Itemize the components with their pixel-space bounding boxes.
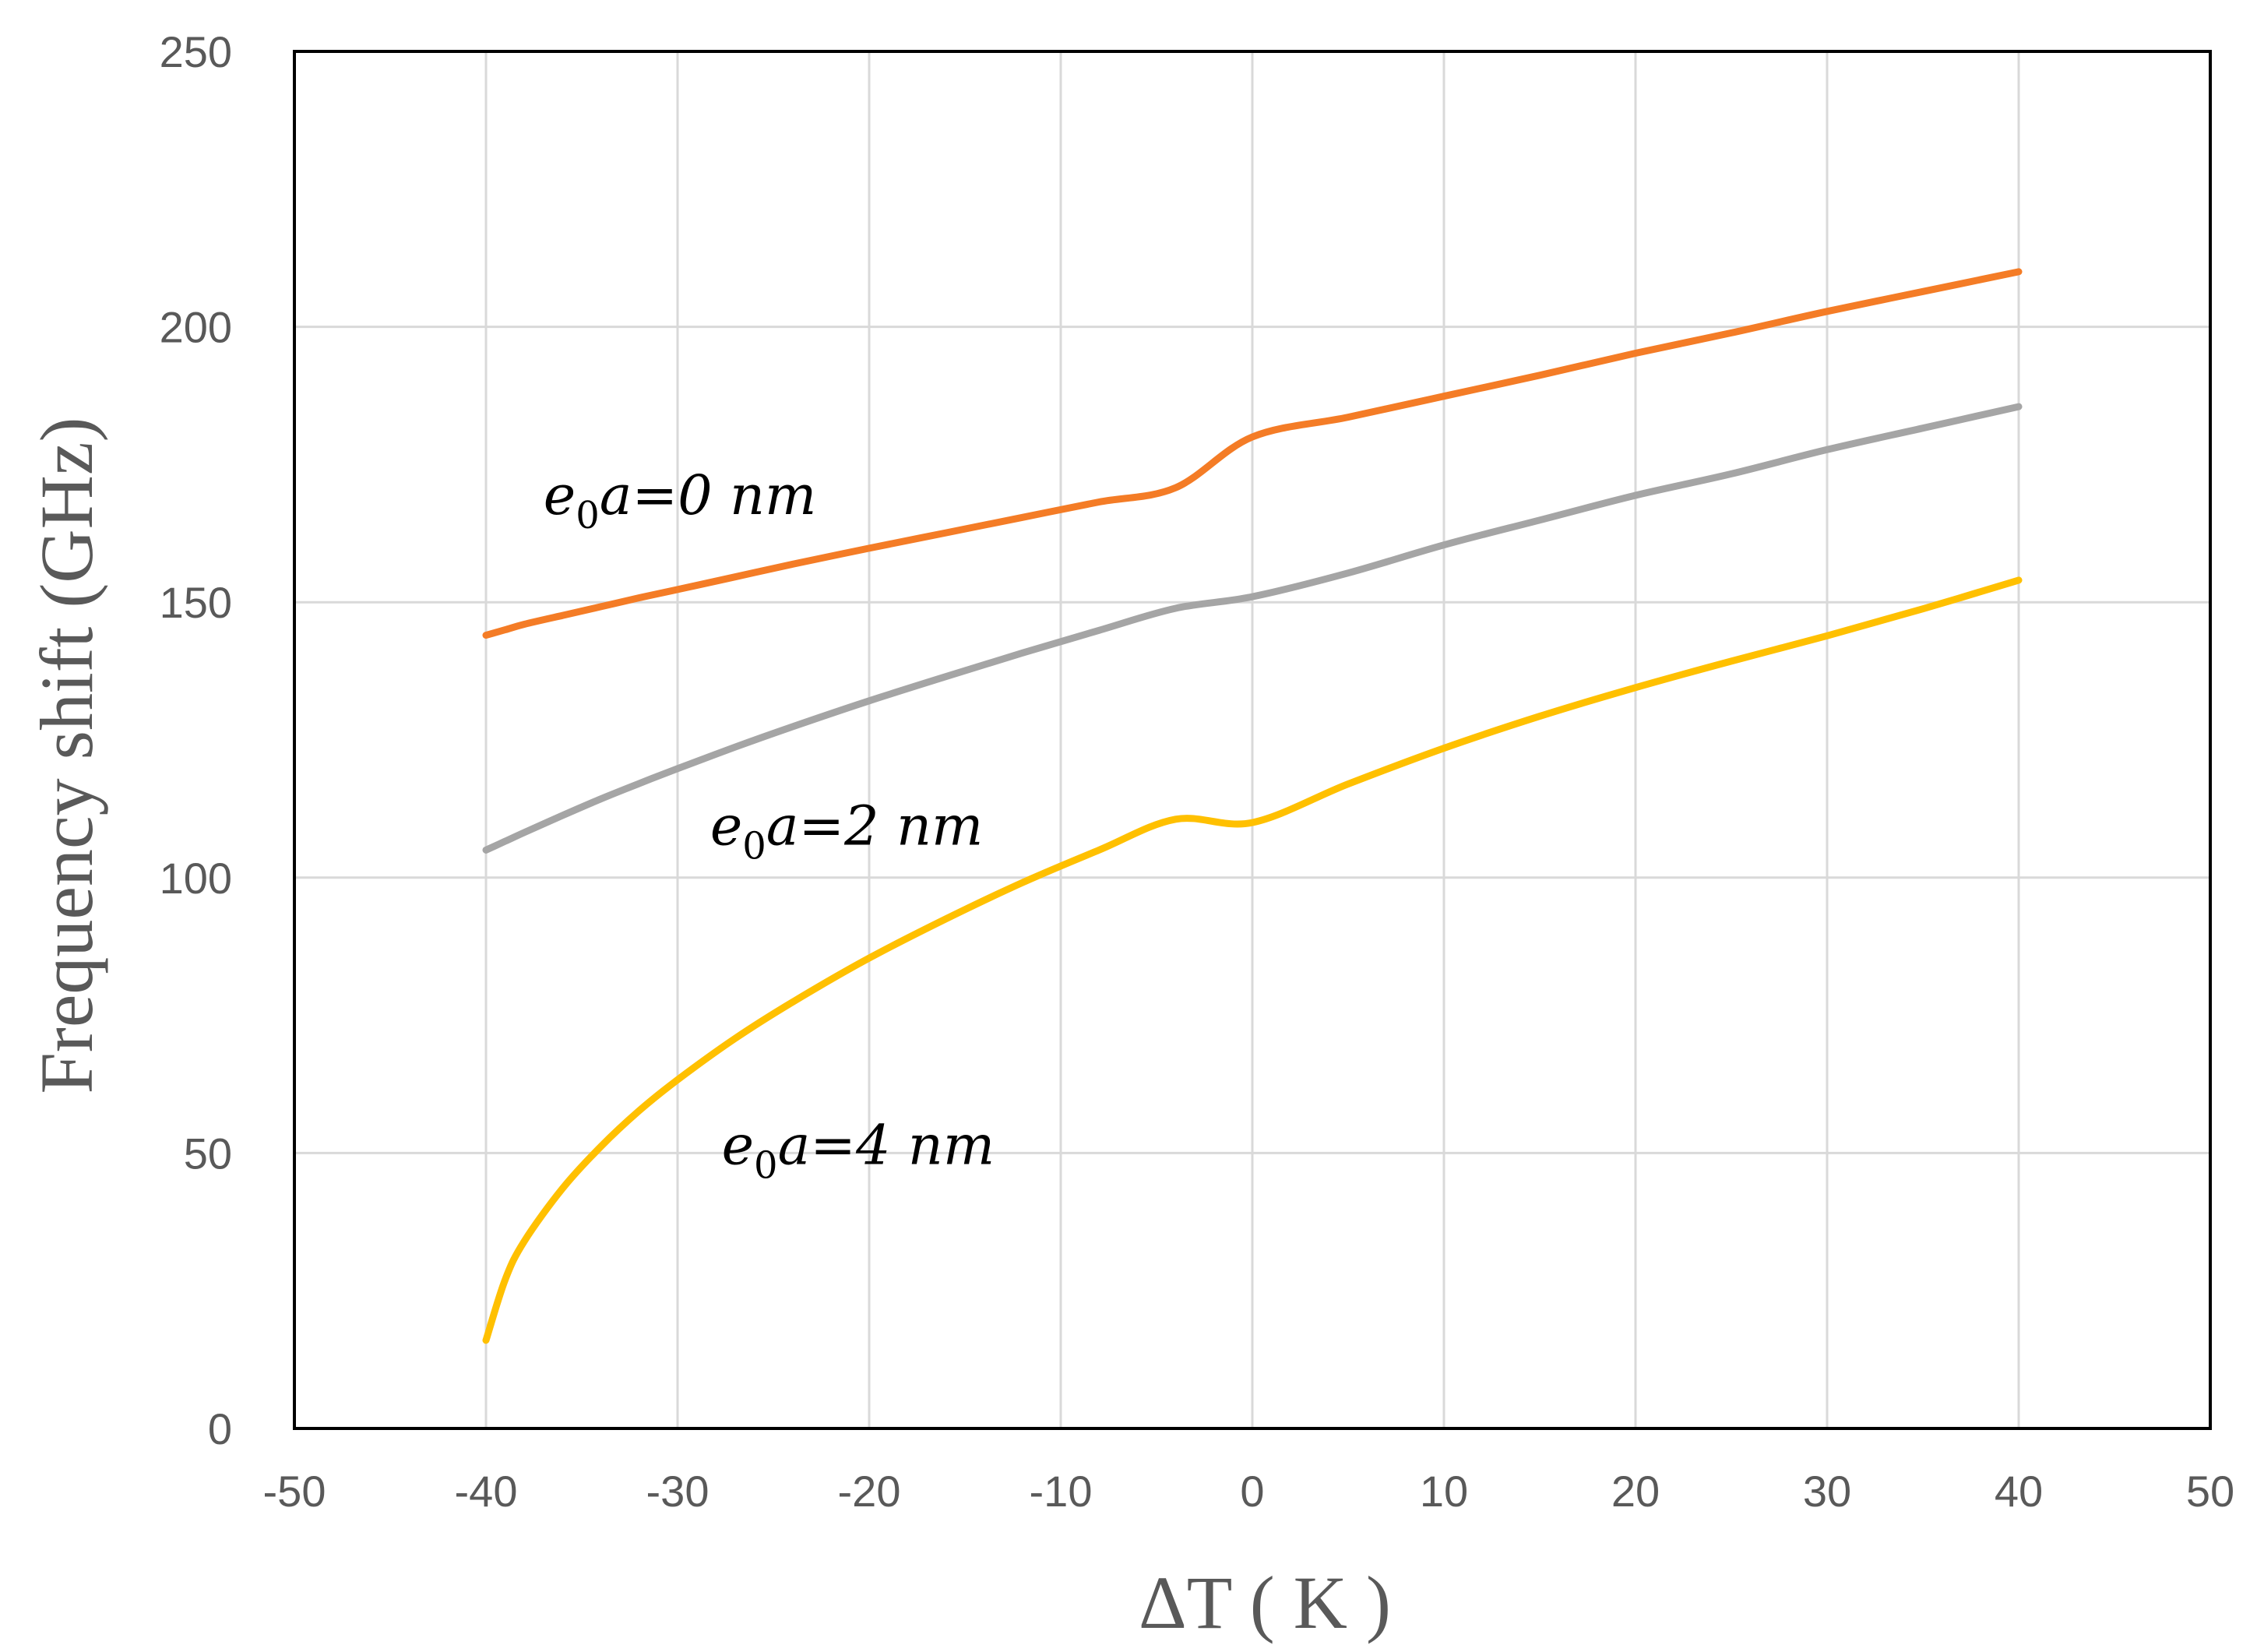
y-tick-label: 250 (160, 27, 232, 76)
curve-label-3: e0a=4 nm (722, 1114, 995, 1188)
curve-label-suffix: a=4 nm (778, 1114, 995, 1178)
curve-label-prefix: e (544, 463, 576, 527)
x-tick-label: 10 (1420, 1467, 1468, 1516)
x-tick-label: 30 (1803, 1467, 1851, 1516)
x-tick-label: -50 (263, 1467, 326, 1516)
x-tick-label: -40 (455, 1467, 518, 1516)
curve-label-2: e0a=2 nm (710, 794, 984, 868)
x-tick-label: -10 (1030, 1467, 1093, 1516)
y-tick-label: 200 (160, 303, 232, 352)
curve-label-suffix: a=2 nm (766, 794, 984, 858)
y-tick-label: 0 (208, 1404, 232, 1453)
series-group (482, 268, 2023, 1344)
x-tick-label: 40 (1995, 1467, 2043, 1516)
curve-label-prefix: e (710, 794, 742, 858)
y-axis-title: Frequency shift (GHz) (25, 417, 108, 1094)
x-tick-label: -30 (646, 1467, 710, 1516)
curve-label-suffix: a=0 nm (600, 463, 817, 527)
x-tick-label: 20 (1611, 1467, 1660, 1516)
curve-label-subscript: 0 (576, 494, 600, 537)
y-tick-label: 100 (160, 854, 232, 903)
x-tick-label: 0 (1240, 1467, 1264, 1516)
x-axis-title: ΔT ( K ) (1139, 1561, 1391, 1644)
curve-label-1: e0a=0 nm (544, 463, 817, 537)
x-tick-label: 50 (2186, 1467, 2234, 1516)
series-line-1 (482, 268, 2023, 639)
y-tick-label: 150 (160, 578, 232, 627)
series-line-3 (482, 576, 2023, 1344)
curve-label-subscript: 0 (754, 1144, 778, 1188)
x-tick-label: -20 (838, 1467, 901, 1516)
x-tick-labels: -50 -40 -30 -20 -10 0 10 20 30 40 50 (263, 1467, 2235, 1516)
y-tick-label: 50 (184, 1129, 232, 1178)
series-line-2 (482, 403, 2023, 854)
curve-label-prefix: e (722, 1114, 754, 1178)
plot-frame (293, 50, 2212, 1430)
curve-label-subscript: 0 (742, 824, 766, 868)
y-tick-labels: 0 50 100 150 200 250 (160, 27, 232, 1453)
